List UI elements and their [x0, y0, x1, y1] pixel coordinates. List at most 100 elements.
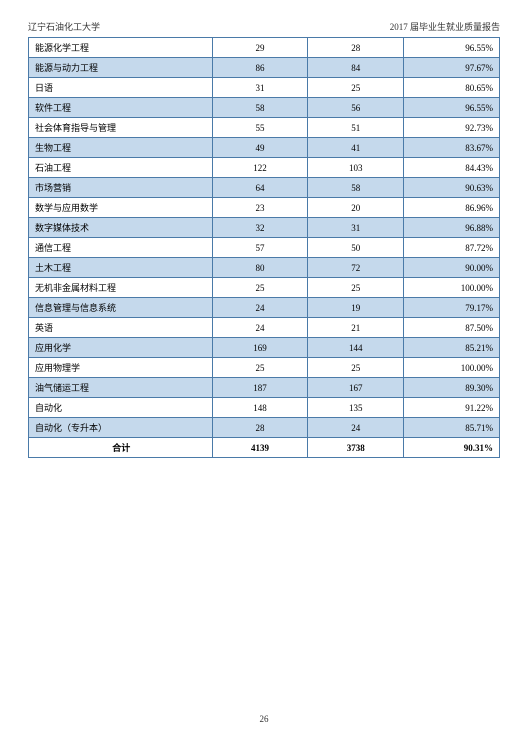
- table-row: 数学与应用数学232086.96%: [29, 198, 500, 218]
- rate-cell: 84.43%: [404, 158, 500, 178]
- value-cell: 55: [212, 118, 308, 138]
- major-cell: 土木工程: [29, 258, 213, 278]
- value-cell: 25: [308, 278, 404, 298]
- major-cell: 市场营销: [29, 178, 213, 198]
- value-cell: 28: [308, 38, 404, 58]
- major-cell: 应用化学: [29, 338, 213, 358]
- table-row: 能源化学工程292896.55%: [29, 38, 500, 58]
- table-row: 信息管理与信息系统241979.17%: [29, 298, 500, 318]
- table-row: 软件工程585696.55%: [29, 98, 500, 118]
- rate-cell: 96.55%: [404, 98, 500, 118]
- rate-cell: 100.00%: [404, 278, 500, 298]
- table-row: 日语312580.65%: [29, 78, 500, 98]
- total-value: 4139: [212, 438, 308, 458]
- table-total-row: 合计4139373890.31%: [29, 438, 500, 458]
- value-cell: 23: [212, 198, 308, 218]
- value-cell: 24: [212, 298, 308, 318]
- value-cell: 80: [212, 258, 308, 278]
- table-row: 自动化（专升本）282485.71%: [29, 418, 500, 438]
- rate-cell: 87.72%: [404, 238, 500, 258]
- value-cell: 51: [308, 118, 404, 138]
- major-cell: 信息管理与信息系统: [29, 298, 213, 318]
- value-cell: 24: [212, 318, 308, 338]
- major-cell: 日语: [29, 78, 213, 98]
- table-row: 自动化14813591.22%: [29, 398, 500, 418]
- value-cell: 58: [308, 178, 404, 198]
- document-page: 辽宁石油化工大学 2017 届毕业生就业质量报告 能源化学工程292896.55…: [0, 0, 528, 742]
- major-cell: 能源化学工程: [29, 38, 213, 58]
- major-cell: 英语: [29, 318, 213, 338]
- header-left: 辽宁石油化工大学: [28, 20, 100, 33]
- total-label: 合计: [29, 438, 213, 458]
- major-cell: 自动化: [29, 398, 213, 418]
- major-cell: 油气储运工程: [29, 378, 213, 398]
- rate-cell: 85.21%: [404, 338, 500, 358]
- value-cell: 169: [212, 338, 308, 358]
- value-cell: 19: [308, 298, 404, 318]
- value-cell: 187: [212, 378, 308, 398]
- table-row: 石油工程12210384.43%: [29, 158, 500, 178]
- employment-table: 能源化学工程292896.55%能源与动力工程868497.67%日语31258…: [28, 37, 500, 458]
- rate-cell: 86.96%: [404, 198, 500, 218]
- rate-cell: 92.73%: [404, 118, 500, 138]
- value-cell: 25: [212, 278, 308, 298]
- rate-cell: 97.67%: [404, 58, 500, 78]
- total-value: 3738: [308, 438, 404, 458]
- major-cell: 能源与动力工程: [29, 58, 213, 78]
- value-cell: 32: [212, 218, 308, 238]
- value-cell: 86: [212, 58, 308, 78]
- value-cell: 29: [212, 38, 308, 58]
- rate-cell: 91.22%: [404, 398, 500, 418]
- value-cell: 25: [308, 78, 404, 98]
- major-cell: 软件工程: [29, 98, 213, 118]
- table-row: 生物工程494183.67%: [29, 138, 500, 158]
- value-cell: 72: [308, 258, 404, 278]
- value-cell: 148: [212, 398, 308, 418]
- value-cell: 57: [212, 238, 308, 258]
- value-cell: 84: [308, 58, 404, 78]
- rate-cell: 79.17%: [404, 298, 500, 318]
- major-cell: 数字媒体技术: [29, 218, 213, 238]
- table-row: 应用物理学2525100.00%: [29, 358, 500, 378]
- major-cell: 石油工程: [29, 158, 213, 178]
- value-cell: 49: [212, 138, 308, 158]
- value-cell: 25: [308, 358, 404, 378]
- rate-cell: 85.71%: [404, 418, 500, 438]
- value-cell: 135: [308, 398, 404, 418]
- major-cell: 社会体育指导与管理: [29, 118, 213, 138]
- rate-cell: 80.65%: [404, 78, 500, 98]
- major-cell: 生物工程: [29, 138, 213, 158]
- rate-cell: 96.55%: [404, 38, 500, 58]
- major-cell: 数学与应用数学: [29, 198, 213, 218]
- rate-cell: 90.00%: [404, 258, 500, 278]
- header-right: 2017 届毕业生就业质量报告: [390, 20, 500, 33]
- rate-cell: 83.67%: [404, 138, 500, 158]
- table-row: 能源与动力工程868497.67%: [29, 58, 500, 78]
- value-cell: 31: [308, 218, 404, 238]
- value-cell: 122: [212, 158, 308, 178]
- page-header: 辽宁石油化工大学 2017 届毕业生就业质量报告: [28, 20, 500, 33]
- rate-cell: 87.50%: [404, 318, 500, 338]
- value-cell: 31: [212, 78, 308, 98]
- value-cell: 21: [308, 318, 404, 338]
- value-cell: 58: [212, 98, 308, 118]
- major-cell: 应用物理学: [29, 358, 213, 378]
- value-cell: 28: [212, 418, 308, 438]
- value-cell: 56: [308, 98, 404, 118]
- table-row: 应用化学16914485.21%: [29, 338, 500, 358]
- value-cell: 41: [308, 138, 404, 158]
- table-row: 通信工程575087.72%: [29, 238, 500, 258]
- page-number: 26: [0, 714, 528, 724]
- value-cell: 103: [308, 158, 404, 178]
- rate-cell: 90.63%: [404, 178, 500, 198]
- value-cell: 25: [212, 358, 308, 378]
- value-cell: 24: [308, 418, 404, 438]
- major-cell: 通信工程: [29, 238, 213, 258]
- value-cell: 64: [212, 178, 308, 198]
- value-cell: 167: [308, 378, 404, 398]
- rate-cell: 96.88%: [404, 218, 500, 238]
- table-row: 土木工程807290.00%: [29, 258, 500, 278]
- value-cell: 144: [308, 338, 404, 358]
- major-cell: 自动化（专升本）: [29, 418, 213, 438]
- rate-cell: 89.30%: [404, 378, 500, 398]
